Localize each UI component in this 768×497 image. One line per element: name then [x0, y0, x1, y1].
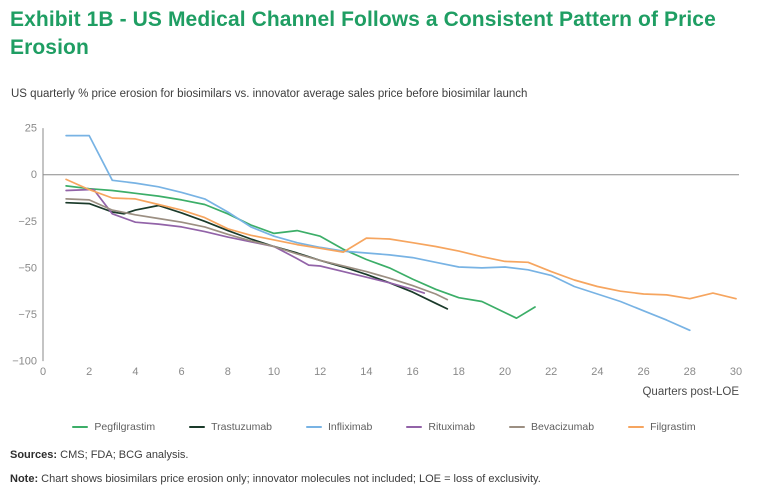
legend-label: Rituximab — [428, 421, 476, 433]
sources-text: CMS; FDA; BCG analysis. — [57, 449, 189, 461]
x-tick-label: 12 — [314, 366, 326, 378]
y-tick-label: 0 — [31, 169, 37, 181]
legend-swatch-icon — [406, 426, 423, 428]
legend-swatch-icon — [306, 426, 322, 428]
series-line-rituximab — [65, 188, 426, 294]
x-tick-label: 8 — [225, 366, 231, 378]
y-tick-label: −100 — [12, 356, 37, 368]
sources-label: Sources: — [10, 449, 58, 461]
legend-swatch-icon — [509, 426, 526, 428]
y-tick-label: 25 — [25, 123, 37, 135]
x-tick-label: 0 — [40, 366, 46, 378]
note-label: Note: — [10, 473, 39, 485]
x-tick-label: 30 — [730, 366, 742, 378]
legend-label: Pegfilgrastim — [94, 421, 156, 433]
legend-label: Bevacizumab — [531, 421, 595, 433]
legend-item-infliximab: Infliximab — [306, 421, 372, 433]
legend-item-rituximab: Rituximab — [406, 421, 475, 433]
series-line-filgrastim — [65, 178, 737, 300]
x-tick-label: 28 — [684, 366, 696, 378]
legend-item-bevacizumab: Bevacizumab — [509, 421, 594, 433]
legend-item-pegfilgrastim: Pegfilgrastim — [72, 421, 155, 433]
price-erosion-chart: 25 0 −25 −50 −75 −100 0 2 4 6 8 10 12 14 16 18 20 22 24 26 2… — [0, 110, 768, 402]
legend-label: Trastuzumab — [211, 421, 272, 433]
exhibit-title: Exhibit 1B - US Medical Channel Follows … — [10, 8, 716, 59]
x-tick-label: 24 — [591, 366, 603, 378]
x-tick-label: 10 — [268, 366, 280, 378]
x-tick-label: 18 — [453, 366, 465, 378]
y-tick-label: −25 — [18, 216, 37, 228]
x-tick-label: 2 — [86, 366, 92, 378]
legend-label: Filgrastim — [650, 421, 696, 433]
x-tick-label: 16 — [406, 366, 418, 378]
chart-legend: Pegfilgrastim Trastuzumab Infliximab Rituxi… — [0, 417, 768, 437]
legend-item-filgrastim: Filgrastim — [628, 421, 696, 433]
x-tick-label: 6 — [179, 366, 185, 378]
legend-swatch-icon — [189, 426, 206, 428]
x-tick-label: 4 — [132, 366, 138, 378]
sources-line: Sources: CMS; FDA; BCG analysis. — [10, 449, 760, 461]
chart-subtitle: US quarterly % price erosion for biosimi… — [11, 88, 528, 100]
x-tick-label: 14 — [360, 366, 372, 378]
x-axis-title: Quarters post-LOE — [642, 386, 739, 398]
x-tick-label: 20 — [499, 366, 511, 378]
series-line-infliximab — [65, 134, 691, 332]
legend-swatch-icon — [72, 426, 89, 428]
legend-swatch-icon — [628, 426, 645, 428]
legend-label: Infliximab — [328, 421, 373, 433]
series-line-bevacizumab — [65, 198, 449, 301]
x-tick-label: 26 — [637, 366, 649, 378]
series-line-pegfilgrastim — [65, 185, 536, 320]
x-tick-label: 22 — [545, 366, 557, 378]
note-line: Note: Chart shows biosimilars price eros… — [10, 473, 760, 485]
y-tick-label: −75 — [18, 309, 37, 321]
note-text: Chart shows biosimilars price erosion on… — [38, 473, 541, 485]
y-tick-label: −50 — [18, 262, 37, 274]
legend-item-trastuzumab: Trastuzumab — [189, 421, 272, 433]
